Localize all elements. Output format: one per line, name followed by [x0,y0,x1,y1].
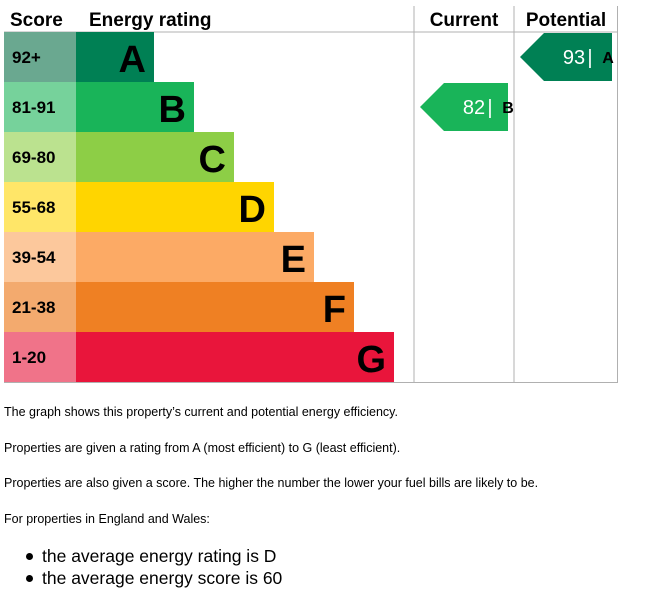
rating-letter-c: C [199,139,226,181]
paragraph-region: For properties in England and Wales: [4,512,210,526]
potential-rating-letter: A [602,50,614,67]
rating-letter-a: A [119,39,146,81]
averages-list: the average energy rating is D the avera… [22,545,282,589]
score-label-f: 21-38 [12,298,55,317]
score-cell-d [4,182,76,232]
list-item-average-score: the average energy score is 60 [22,567,282,589]
rating-bar-d [76,182,274,232]
rating-bar-b [76,82,194,132]
current-rating-arrow [420,83,508,131]
rating-letter-b: B [159,89,186,131]
score-cell-b [4,82,76,132]
paragraph-score-info: Properties are also given a score. The h… [4,476,539,490]
score-cell-c [4,132,76,182]
score-cell-f [4,282,76,332]
score-cell-a [4,32,76,82]
score-label-c: 69-80 [12,148,55,167]
paragraph-rating-scale: Properties are given a rating from A (mo… [4,441,401,455]
score-label-b: 81-91 [12,98,55,117]
rating-bar-c [76,132,234,182]
score-label-a: 92+ [12,48,41,67]
list-item-average-rating: the average energy rating is D [22,545,282,567]
score-label-e: 39-54 [12,248,56,267]
rating-bar-a [76,32,154,82]
energy-rating-chart-svg: Score Energy rating Current Potential 92+ A 81… [4,6,618,383]
current-rating-score: 82 [463,97,485,119]
current-rating-letter: B [502,100,514,117]
energy-rating-chart: Score Energy rating Current Potential 92+ A 81… [4,6,618,383]
header-score: Score [10,10,63,31]
score-label-d: 55-68 [12,198,55,217]
score-label-g: 1-20 [12,348,46,367]
header-energy-rating: Energy rating [89,10,211,31]
rating-bar-e [76,232,314,282]
paragraph-intro: The graph shows this property’s current … [4,405,398,419]
potential-rating-arrow [520,33,612,81]
header-potential: Potential [526,10,606,31]
rating-letter-g: G [356,339,386,381]
rating-letter-d: D [239,189,266,231]
rating-bar-g [76,332,394,382]
rating-letter-e: E [281,239,306,281]
current-rating-separator: | [487,97,492,119]
rating-bar-f [76,282,354,332]
potential-rating-score: 93 [563,47,585,69]
score-cell-g [4,332,76,382]
rating-letter-f: F [323,289,346,331]
potential-rating-separator: | [587,47,592,69]
header-current: Current [430,10,499,31]
score-cell-e [4,232,76,282]
